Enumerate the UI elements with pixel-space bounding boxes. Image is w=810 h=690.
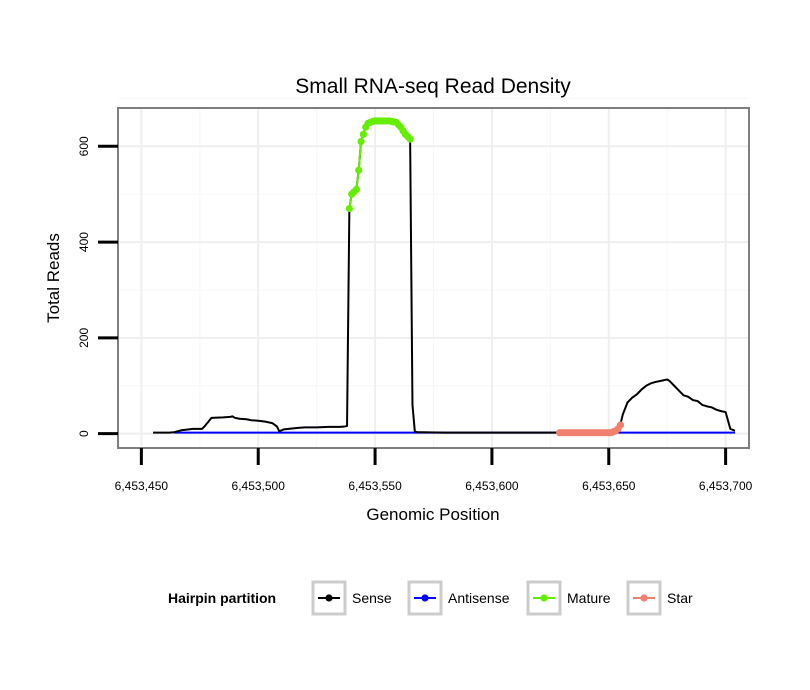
legend-key-point [540, 594, 548, 602]
legend-label-mature: Mature [567, 590, 611, 606]
chart-title: Small RNA-seq Read Density [295, 75, 571, 98]
x-tick-label: 6,453,500 [232, 479, 286, 493]
y-tick-label: 600 [77, 136, 91, 156]
x-tick-label: 6,453,700 [699, 479, 753, 493]
legend-entry-mature: Mature [526, 580, 611, 616]
legend-key-point [421, 594, 429, 602]
y-tick-label: 0 [77, 430, 91, 437]
data-point-star [616, 421, 625, 429]
y-axis: 0 200 400 600 [77, 136, 118, 437]
legend-key-point [325, 594, 333, 602]
plot-panel-border [117, 107, 750, 449]
legend-entry-antisense: Antisense [407, 580, 510, 616]
data-point-mature [359, 130, 367, 138]
y-tick-label: 200 [77, 328, 91, 348]
data-point-mature [357, 137, 365, 146]
x-axis-title: Genomic Position [366, 505, 499, 524]
legend-label-star: Star [667, 590, 693, 606]
y-tick-label: 400 [77, 232, 91, 252]
legend-title: Hairpin partition [168, 590, 276, 606]
data-point-mature [345, 204, 353, 213]
x-tick-label: 6,453,450 [115, 479, 169, 493]
x-tick-label: 6,453,650 [582, 479, 636, 493]
legend: Hairpin partition Sense Antisense Mature St… [168, 580, 693, 616]
legend-label-sense: Sense [352, 590, 392, 606]
x-axis: 6,453,450 6,453,500 6,453,550 6,453,600 6,45… [115, 448, 753, 493]
legend-label-antisense: Antisense [448, 590, 510, 606]
x-tick-label: 6,453,600 [465, 479, 519, 493]
legend-key-point [640, 594, 648, 602]
y-axis-title: Total Reads [44, 233, 63, 323]
grid [118, 97, 749, 448]
x-tick-label: 6,453,550 [348, 479, 402, 493]
legend-entry-star: Star [626, 580, 693, 616]
legend-entry-sense: Sense [311, 580, 392, 616]
data-point-mature [355, 166, 363, 174]
data-point-mature [352, 185, 360, 194]
legend-entries: Sense Antisense Mature Star [311, 580, 693, 616]
data-point-mature [406, 135, 414, 143]
series-points [345, 117, 625, 437]
